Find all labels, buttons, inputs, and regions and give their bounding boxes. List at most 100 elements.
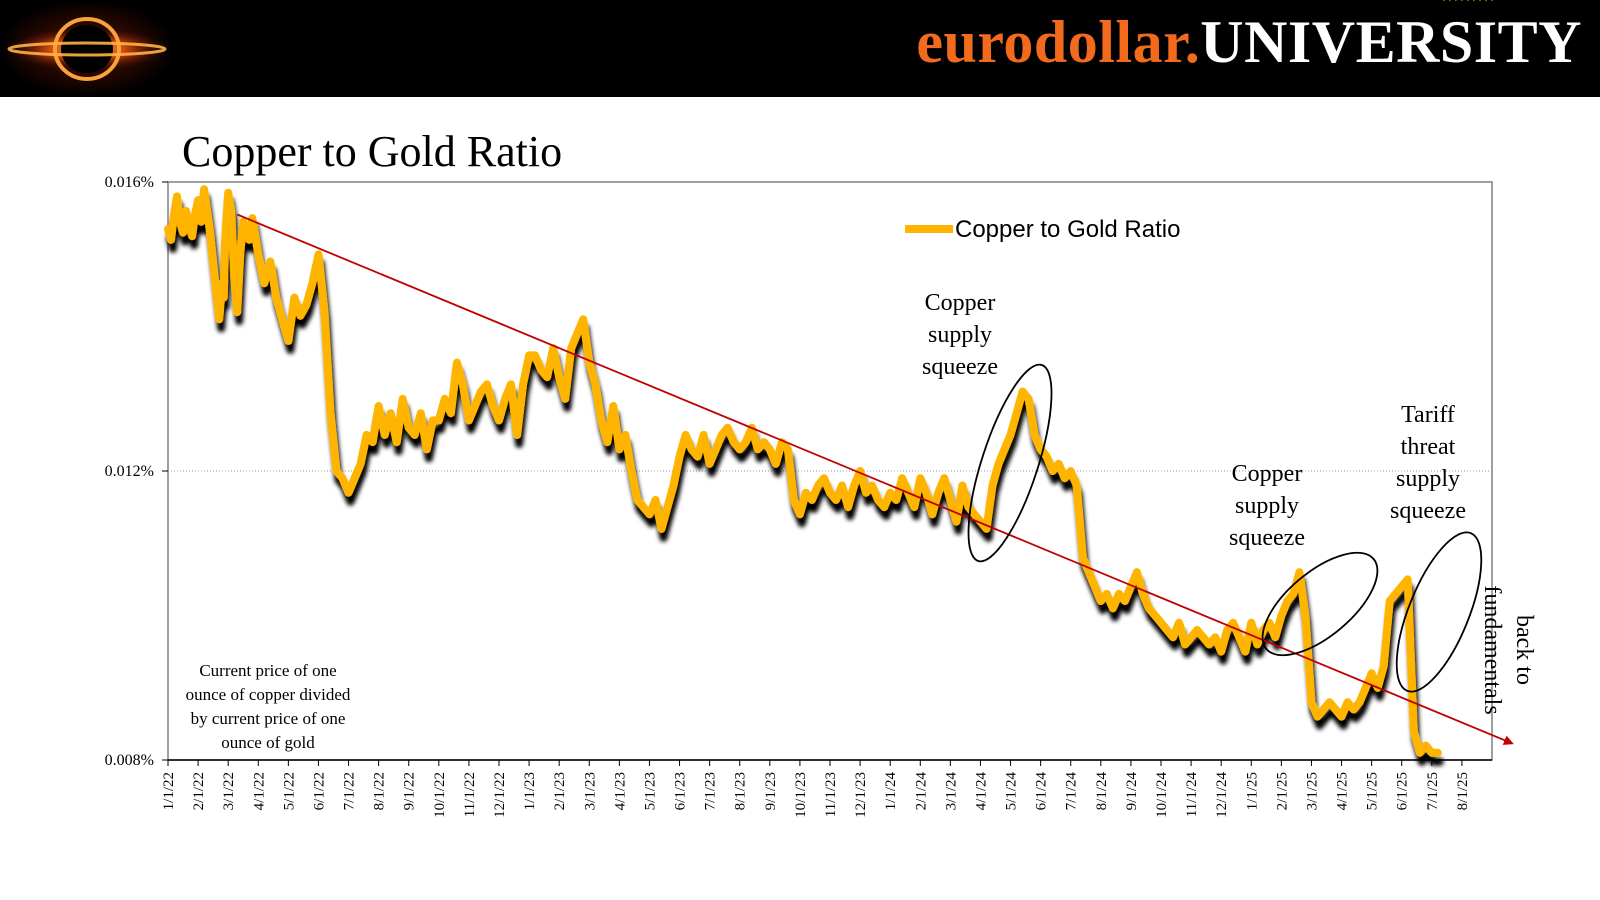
data-point <box>287 340 290 342</box>
data-point <box>1388 600 1391 602</box>
data-point <box>221 282 223 285</box>
data-point <box>1196 629 1198 631</box>
data-point <box>1003 448 1006 451</box>
data-point <box>1443 0 1445 1</box>
data-point <box>1280 614 1283 617</box>
annotation-0-line-1: supply <box>928 322 992 348</box>
data-point <box>191 235 193 237</box>
x-tick-label-32: 9/1/24 <box>1124 772 1140 811</box>
data-point <box>1190 636 1192 638</box>
data-point <box>498 419 500 422</box>
data-point <box>251 217 254 219</box>
data-point <box>293 296 296 299</box>
data-point <box>323 311 326 313</box>
data-point <box>224 239 226 241</box>
data-point <box>233 275 235 277</box>
chart-title: Copper to Gold Ratio <box>182 127 563 176</box>
data-point <box>420 412 422 415</box>
x-tick-label-35: 12/1/24 <box>1214 772 1230 818</box>
annotation-0-line-0: Copper <box>925 290 996 316</box>
x-tick-label-24: 1/1/24 <box>883 772 899 811</box>
data-point <box>594 383 597 386</box>
data-point <box>841 484 843 487</box>
data-point <box>1286 600 1289 602</box>
data-point <box>1009 434 1012 436</box>
data-point <box>1160 621 1162 624</box>
data-point <box>1184 643 1186 646</box>
brand-wordmark-left: eurodollar. <box>916 9 1201 75</box>
data-point <box>504 398 506 400</box>
x-tick-label-20: 9/1/23 <box>763 772 779 810</box>
data-point <box>642 506 645 508</box>
data-point <box>209 231 211 234</box>
data-point <box>1449 0 1451 1</box>
y-tick-label-2: 0.016% <box>105 174 154 191</box>
data-point <box>660 528 663 530</box>
data-point <box>347 491 350 494</box>
data-point <box>432 419 434 422</box>
data-point <box>720 434 723 436</box>
data-point <box>871 484 873 487</box>
data-point <box>600 419 603 422</box>
data-point <box>1015 412 1018 415</box>
x-tick-label-15: 4/1/23 <box>612 772 628 810</box>
x-tick-label-11: 12/1/22 <box>492 772 508 818</box>
back-to-fundamentals-note: back tofundamentals <box>1479 585 1537 714</box>
data-point <box>1292 593 1295 595</box>
x-tick-label-0: 1/1/22 <box>161 772 177 810</box>
data-point <box>413 434 416 436</box>
data-point <box>462 383 464 386</box>
data-point <box>835 499 837 501</box>
data-point <box>395 441 398 443</box>
data-point <box>1214 636 1216 638</box>
trend-arrow <box>236 213 1514 745</box>
x-tick-label-23: 12/1/23 <box>853 772 869 818</box>
data-point <box>925 491 928 494</box>
data-point <box>1208 643 1210 646</box>
back-to-fundamentals-line-2: fundamentals <box>1479 585 1505 714</box>
data-point <box>931 513 934 516</box>
data-point <box>1491 0 1493 1</box>
data-point <box>775 463 777 465</box>
data-point <box>1136 571 1138 573</box>
data-point <box>1094 585 1096 588</box>
data-point <box>215 289 217 292</box>
data-point <box>269 260 272 263</box>
data-point <box>239 253 241 256</box>
data-point <box>997 463 1000 465</box>
data-point <box>847 506 849 508</box>
x-tick-label-1: 2/1/22 <box>191 772 207 810</box>
data-point <box>1106 593 1108 595</box>
data-point <box>612 405 615 407</box>
data-point <box>624 434 627 436</box>
data-point <box>1118 593 1120 595</box>
x-tick-label-42: 7/1/25 <box>1425 772 1441 810</box>
data-point <box>967 506 970 508</box>
x-tick-label-3: 4/1/22 <box>251 772 267 810</box>
data-point <box>1220 650 1222 653</box>
data-point <box>281 318 284 321</box>
data-point <box>1256 643 1259 646</box>
data-point <box>1238 636 1240 638</box>
data-point <box>1358 701 1361 703</box>
data-point <box>1382 665 1385 667</box>
data-point <box>883 506 885 508</box>
data-point <box>510 383 512 386</box>
data-point <box>227 192 229 194</box>
data-point <box>973 513 976 516</box>
data-point <box>371 441 374 443</box>
data-point <box>702 434 705 436</box>
data-point <box>985 528 988 530</box>
x-tick-label-28: 5/1/24 <box>1004 772 1020 811</box>
data-point <box>185 210 187 212</box>
data-point <box>335 470 338 472</box>
data-point <box>474 405 476 407</box>
data-point <box>823 477 825 480</box>
data-point <box>606 441 609 443</box>
data-point <box>1473 0 1475 1</box>
chart-note-line-3: ounce of gold <box>221 733 315 752</box>
x-tick-label-27: 4/1/24 <box>973 772 989 811</box>
data-point <box>438 419 440 422</box>
data-point <box>877 499 879 501</box>
